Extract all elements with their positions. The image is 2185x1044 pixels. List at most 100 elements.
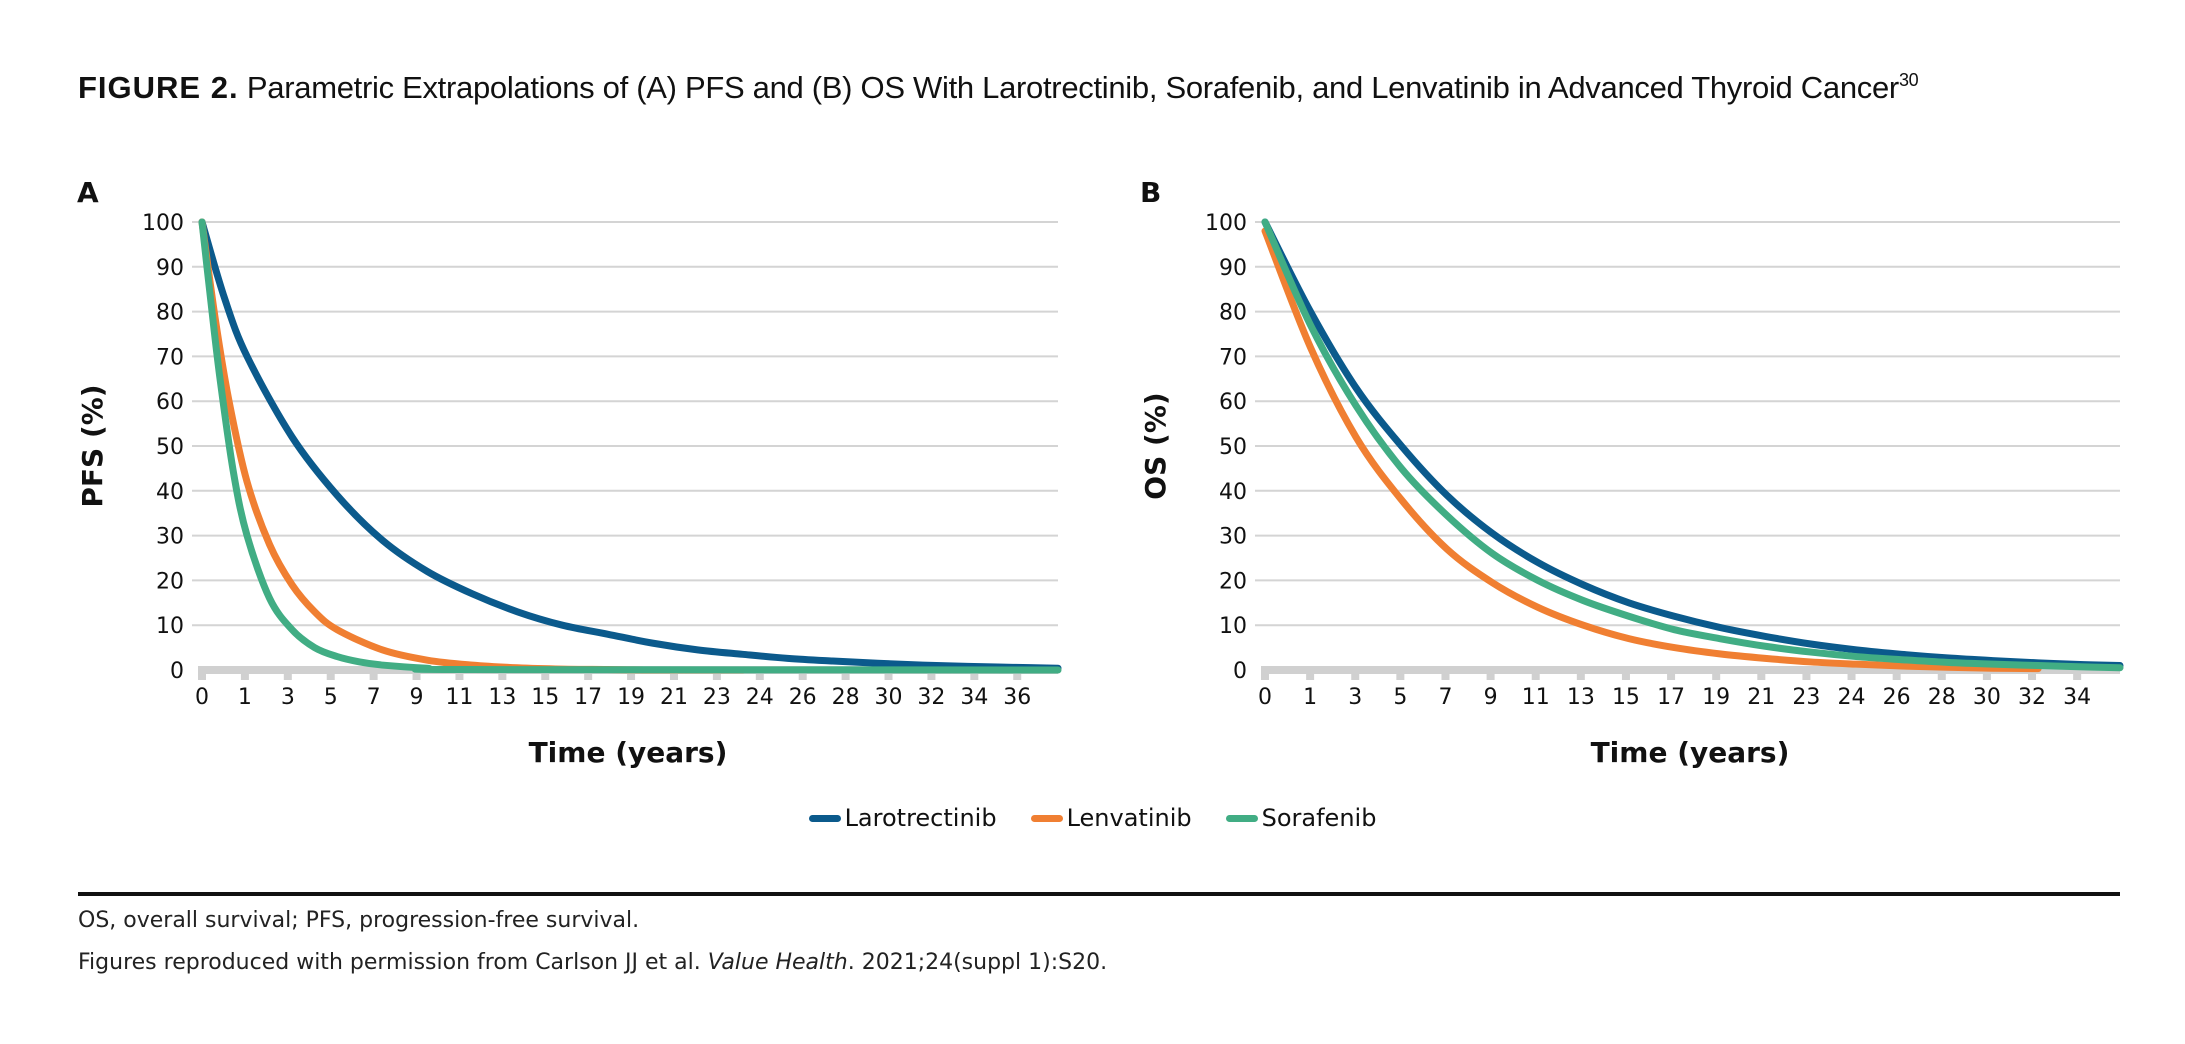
source-journal: Value Health — [707, 950, 848, 975]
figure-title: FIGURE 2. Parametric Extrapolations of (… — [78, 70, 1919, 106]
x-tick-mark — [1802, 673, 1811, 680]
x-tick-mark — [1351, 673, 1360, 680]
x-tick-label: 3 — [1348, 685, 1362, 710]
y-tick-label: 40 — [1219, 480, 1247, 505]
x-tick-label: 32 — [2018, 685, 2046, 710]
y-tick-label: 70 — [1219, 345, 1247, 370]
x-tick-mark — [627, 673, 636, 680]
x-tick-mark — [584, 673, 593, 680]
source-prefix: Figures reproduced with permission from … — [78, 950, 708, 975]
x-tick-mark — [240, 673, 249, 680]
legend-label-sorafenib: Sorafenib — [1261, 804, 1377, 832]
x-tick-mark — [1982, 673, 1991, 680]
x-tick-mark — [1757, 673, 1766, 680]
x-tick-label: 15 — [1612, 685, 1640, 710]
x-tick-mark — [669, 673, 678, 680]
y-axis-title: PFS (%) — [76, 384, 109, 507]
x-tick-label: 9 — [1484, 685, 1498, 710]
x-tick-mark — [712, 673, 721, 680]
x-tick-label: 0 — [195, 685, 209, 710]
x-tick-mark — [541, 673, 550, 680]
panel-label-b: B — [1140, 176, 1162, 209]
y-tick-label: 40 — [156, 480, 184, 505]
x-tick-label: 23 — [1792, 685, 1820, 710]
legend-item-larotrectinib: Larotrectinib — [808, 804, 997, 832]
x-tick-mark — [2073, 673, 2082, 680]
x-tick-mark — [970, 673, 979, 680]
y-tick-label: 10 — [1219, 614, 1247, 639]
legend-swatch-sorafenib — [1225, 814, 1258, 822]
x-tick-label: 21 — [1747, 685, 1775, 710]
y-axis-title: OS (%) — [1139, 392, 1172, 499]
legend-swatch-larotrectinib — [808, 814, 841, 822]
y-tick-label: 20 — [156, 569, 184, 594]
figure-title-text: Parametric Extrapolations of (A) PFS and… — [238, 70, 1899, 105]
x-tick-label: 24 — [1838, 685, 1866, 710]
x-tick-mark — [412, 673, 421, 680]
x-tick-mark — [1261, 673, 1269, 680]
footnote-divider — [78, 892, 2120, 896]
x-tick-label: 5 — [1393, 685, 1407, 710]
x-tick-label: 1 — [238, 685, 252, 710]
x-tick-mark — [1937, 673, 1946, 680]
x-tick-label: 28 — [832, 685, 860, 710]
x-tick-mark — [198, 673, 206, 680]
y-tick-label: 90 — [1219, 256, 1247, 281]
y-tick-label: 30 — [156, 525, 184, 550]
x-tick-mark — [1621, 673, 1630, 680]
legend-item-sorafenib: Sorafenib — [1225, 804, 1377, 832]
x-tick-mark — [283, 673, 292, 680]
legend-label-lenvatinib: Lenvatinib — [1066, 804, 1192, 832]
y-tick-label: 60 — [156, 390, 184, 415]
x-tick-label: 26 — [1883, 685, 1911, 710]
x-axis-line — [1261, 666, 2120, 674]
y-tick-label: 90 — [156, 256, 184, 281]
legend: Larotrectinib Lenvatinib Sorafenib — [0, 804, 2185, 832]
x-tick-label: 15 — [531, 685, 559, 710]
x-tick-label: 7 — [1438, 685, 1452, 710]
series-line-sorafenib — [1261, 218, 2124, 672]
x-tick-mark — [927, 673, 936, 680]
x-tick-label: 34 — [960, 685, 988, 710]
footnote-source: Figures reproduced with permission from … — [78, 950, 1107, 975]
x-axis-title: Time (years) — [529, 736, 728, 769]
x-tick-label: 19 — [617, 685, 645, 710]
y-tick-label: 80 — [1219, 301, 1247, 326]
x-tick-label: 0 — [1258, 685, 1272, 710]
x-tick-label: 32 — [917, 685, 945, 710]
x-tick-mark — [1847, 673, 1856, 680]
footnote-abbreviations: OS, overall survival; PFS, progression-f… — [78, 908, 640, 933]
x-tick-mark — [1441, 673, 1450, 680]
legend-label-larotrectinib: Larotrectinib — [844, 804, 997, 832]
x-tick-label: 11 — [1522, 685, 1550, 710]
x-tick-mark — [498, 673, 507, 680]
x-tick-mark — [798, 673, 807, 680]
x-tick-mark — [884, 673, 893, 680]
x-tick-mark — [1306, 673, 1315, 680]
x-tick-label: 30 — [1973, 685, 2001, 710]
y-tick-label: 80 — [156, 301, 184, 326]
y-tick-label: 10 — [156, 614, 184, 639]
x-tick-mark — [1712, 673, 1721, 680]
x-tick-label: 13 — [488, 685, 516, 710]
x-tick-mark — [1892, 673, 1901, 680]
x-tick-label: 26 — [789, 685, 817, 710]
x-tick-label: 34 — [2063, 685, 2091, 710]
x-tick-mark — [1531, 673, 1540, 680]
y-tick-label: 50 — [156, 435, 184, 460]
x-tick-mark — [2028, 673, 2037, 680]
x-tick-mark — [1667, 673, 1676, 680]
y-tick-label: 100 — [1205, 211, 1247, 236]
figure-reference: 30 — [1898, 70, 1919, 90]
x-tick-label: 23 — [703, 685, 731, 710]
series-line-larotrectinib — [198, 218, 1062, 672]
x-tick-label: 17 — [574, 685, 602, 710]
y-tick-label: 100 — [142, 211, 184, 236]
x-tick-mark — [326, 673, 335, 680]
y-tick-label: 70 — [156, 345, 184, 370]
y-tick-label: 20 — [1219, 569, 1247, 594]
y-tick-label: 60 — [1219, 390, 1247, 415]
y-tick-label: 0 — [1233, 659, 1247, 684]
legend-swatch-lenvatinib — [1030, 814, 1063, 822]
